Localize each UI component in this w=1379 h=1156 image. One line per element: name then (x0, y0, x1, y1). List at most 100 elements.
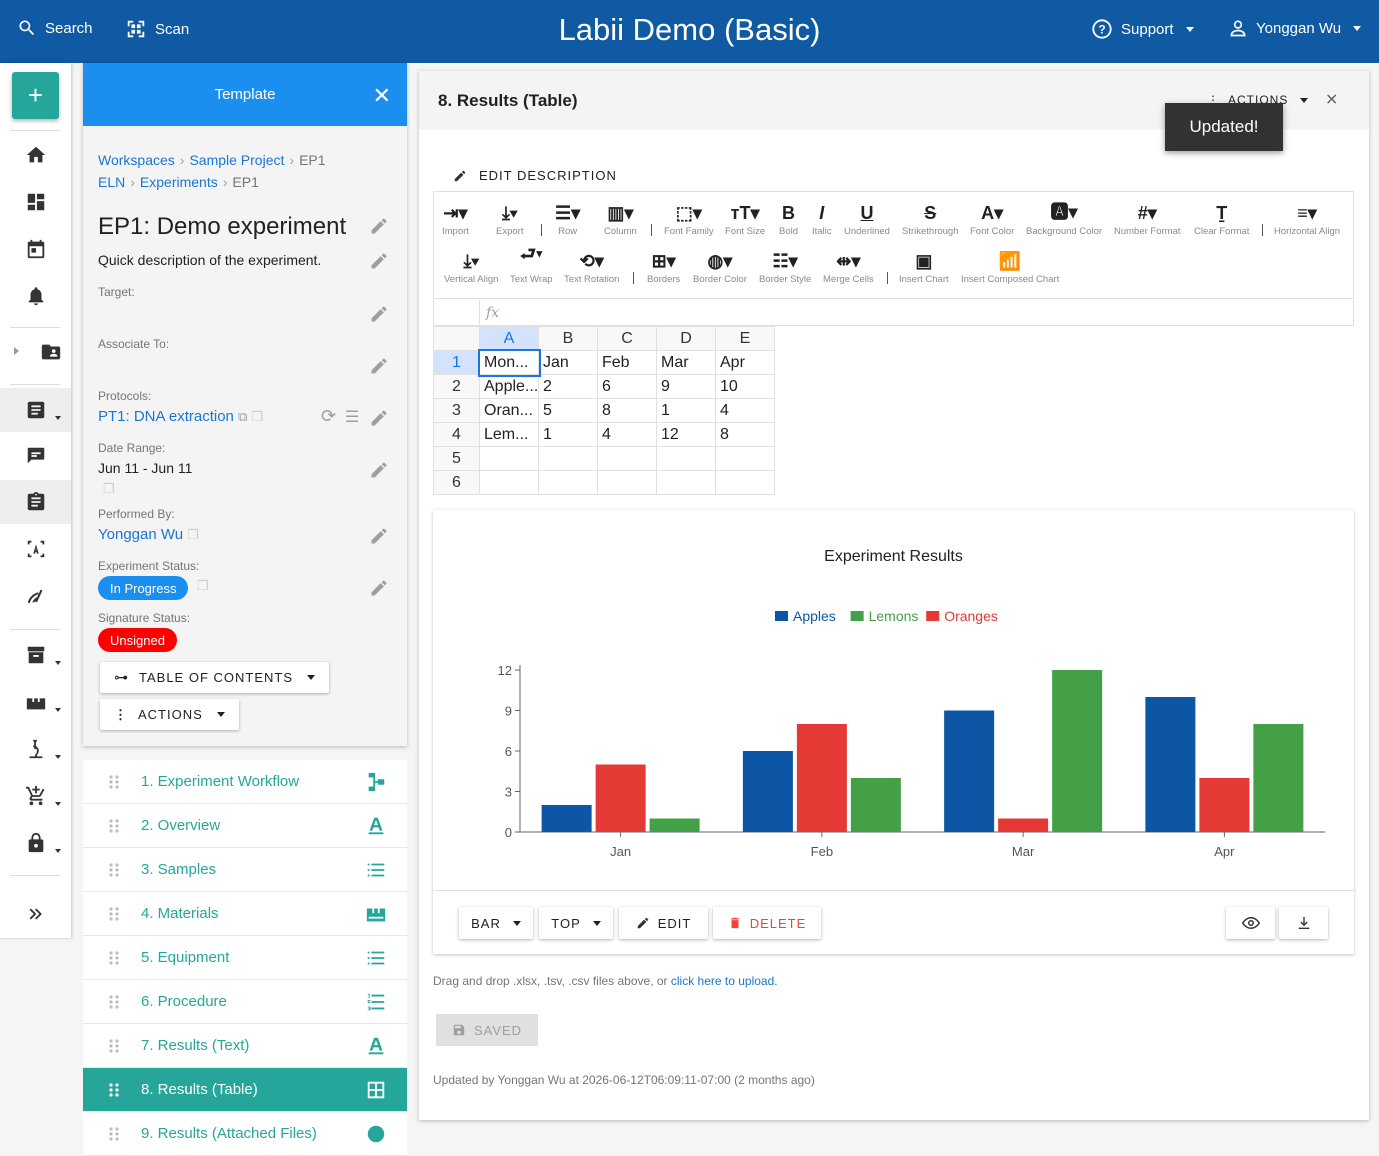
edit-description-button[interactable] (369, 251, 389, 271)
number-format-button[interactable]: #▾ Number Format (1114, 202, 1181, 237)
bold-button[interactable]: B Bold (779, 202, 798, 237)
clear-format-button[interactable]: Ṯ Clear Format (1194, 202, 1249, 237)
italic-button[interactable]: I Italic (812, 202, 832, 237)
section-item[interactable]: 4. Materials (83, 892, 407, 936)
table-cell[interactable]: Apple... (479, 374, 539, 399)
underline-button[interactable]: U Underlined (844, 202, 890, 237)
table-cell[interactable]: Oran... (479, 398, 539, 423)
column-button[interactable]: ▥▾ Column (604, 202, 637, 237)
row-header[interactable]: 5 (433, 446, 480, 471)
legend-position-button[interactable]: TOP (539, 907, 613, 939)
protocol-link[interactable]: PT1: DNA extraction ⧉ ❐ (98, 408, 263, 425)
crumb-link[interactable]: ELN (98, 174, 126, 190)
table-cell[interactable]: Feb (597, 350, 657, 375)
close-icon[interactable]: ✕ (372, 83, 391, 108)
corner-cell[interactable] (433, 326, 480, 351)
text-rotation-button[interactable]: ⟲▾ Text Rotation (564, 250, 619, 285)
equipment-nav[interactable] (0, 727, 71, 771)
templates-nav[interactable] (0, 527, 71, 571)
section-item[interactable]: 9. Results (Attached Files) (83, 1112, 407, 1156)
row-header[interactable]: 4 (433, 422, 480, 447)
edit-description-button[interactable]: EDIT DESCRIPTION (453, 168, 617, 183)
table-cell[interactable] (715, 446, 775, 471)
horizontal-align-button[interactable]: ≡▾ Horizontal Align (1274, 202, 1340, 237)
crumb-link[interactable]: Sample Project (189, 152, 285, 168)
drag-handle-icon[interactable] (108, 774, 120, 790)
edit-status-button[interactable] (369, 578, 389, 598)
table-of-contents-button[interactable]: ⊶ TABLE OF CONTENTS (100, 662, 329, 693)
crumb-link[interactable]: Workspaces (98, 152, 175, 168)
dashboard-nav[interactable] (0, 180, 71, 224)
drag-handle-icon[interactable] (108, 906, 120, 922)
border-style-button[interactable]: ☷▾ Border Style (759, 250, 811, 285)
edit-date-button[interactable] (369, 460, 389, 480)
background-color-button[interactable]: 🅰▾ Background Color (1026, 202, 1102, 237)
notifications-nav[interactable] (0, 274, 71, 318)
table-cell[interactable]: Apr (715, 350, 775, 375)
table-cell[interactable]: Lem... (479, 422, 539, 447)
column-header[interactable]: B (538, 326, 598, 351)
copy-icon[interactable]: ❐ (251, 409, 264, 424)
section-item[interactable]: 8. Results (Table) (83, 1068, 407, 1112)
table-cell[interactable] (715, 470, 775, 495)
inventory-nav[interactable] (0, 633, 71, 677)
font-size-button[interactable]: тT▾ Font Size (725, 202, 765, 237)
table-cell[interactable]: 4 (715, 398, 775, 423)
status-badge[interactable]: In Progress (98, 576, 189, 600)
search-button[interactable]: Search (17, 18, 93, 38)
scan-button[interactable]: Scan (125, 18, 189, 40)
drag-handle-icon[interactable] (108, 1082, 120, 1098)
chart-type-button[interactable]: BAR (459, 907, 533, 939)
formula-bar[interactable]: fx (433, 300, 1354, 326)
drag-handle-icon[interactable] (108, 994, 120, 1010)
insert-chart-button[interactable]: ▣ Insert Chart (899, 250, 949, 285)
vertical-align-button[interactable]: ⤓▾ Vertical Align (444, 250, 498, 285)
import-button[interactable]: ⇥▾ Import (442, 202, 469, 237)
edit-protocols-button[interactable] (369, 408, 389, 428)
collapse-icon[interactable]: ⨯ (1325, 91, 1339, 108)
section-item[interactable]: 2. Overview (83, 804, 407, 848)
table-cell[interactable]: 5 (538, 398, 598, 423)
calendar-nav[interactable] (0, 227, 71, 271)
table-cell[interactable] (538, 470, 598, 495)
column-header[interactable]: A (479, 326, 539, 351)
table-cell[interactable]: 8 (715, 422, 775, 447)
row-header[interactable]: 2 (433, 374, 480, 399)
projects-nav[interactable] (0, 330, 71, 374)
section-item[interactable]: 1. Experiment Workflow (83, 760, 407, 804)
column-header[interactable]: D (656, 326, 716, 351)
section-item[interactable]: 7. Results (Text) (83, 1024, 407, 1068)
drag-handle-icon[interactable] (108, 950, 120, 966)
strikethrough-button[interactable]: S Strikethrough (902, 202, 959, 237)
table-cell[interactable] (597, 470, 657, 495)
column-header[interactable]: C (597, 326, 657, 351)
table-cell[interactable]: 6 (597, 374, 657, 399)
support-menu[interactable]: ? Support (1091, 18, 1194, 40)
download-chart-button[interactable] (1279, 907, 1328, 939)
row-header[interactable]: 6 (433, 470, 480, 495)
add-button[interactable]: + (12, 72, 59, 119)
upload-link[interactable]: click here to upload. (670, 974, 778, 988)
drag-handle-icon[interactable] (108, 1038, 120, 1054)
drag-handle-icon[interactable] (108, 862, 120, 878)
panel-actions-button[interactable]: ⋮ ACTIONS (100, 699, 239, 730)
sync-icon[interactable]: ⟳ (321, 406, 337, 426)
widgets-nav[interactable] (0, 574, 71, 618)
border-color-button[interactable]: ◍▾ Border Color (693, 250, 747, 285)
edit-performed-button[interactable] (369, 526, 389, 546)
table-cell[interactable] (656, 470, 716, 495)
font-color-button[interactable]: A▾ Font Color (970, 202, 1014, 237)
eln-nav[interactable] (0, 388, 71, 432)
performed-by-link[interactable]: Yonggan Wu ❐ (98, 526, 199, 543)
copy-icon[interactable]: ❐ (197, 578, 209, 593)
list-icon[interactable]: ☰ (345, 409, 360, 426)
text-wrap-button[interactable]: ⮐▾ Text Wrap (510, 244, 553, 285)
signature-badge[interactable]: Unsigned (98, 628, 177, 652)
row-button[interactable]: ☰▾ Row (555, 202, 580, 237)
section-item[interactable]: 3. Samples (83, 848, 407, 892)
table-cell[interactable]: 10 (715, 374, 775, 399)
table-cell[interactable] (479, 446, 539, 471)
materials-nav[interactable] (0, 680, 71, 724)
security-nav[interactable] (0, 821, 71, 865)
table-cell[interactable]: 9 (656, 374, 716, 399)
